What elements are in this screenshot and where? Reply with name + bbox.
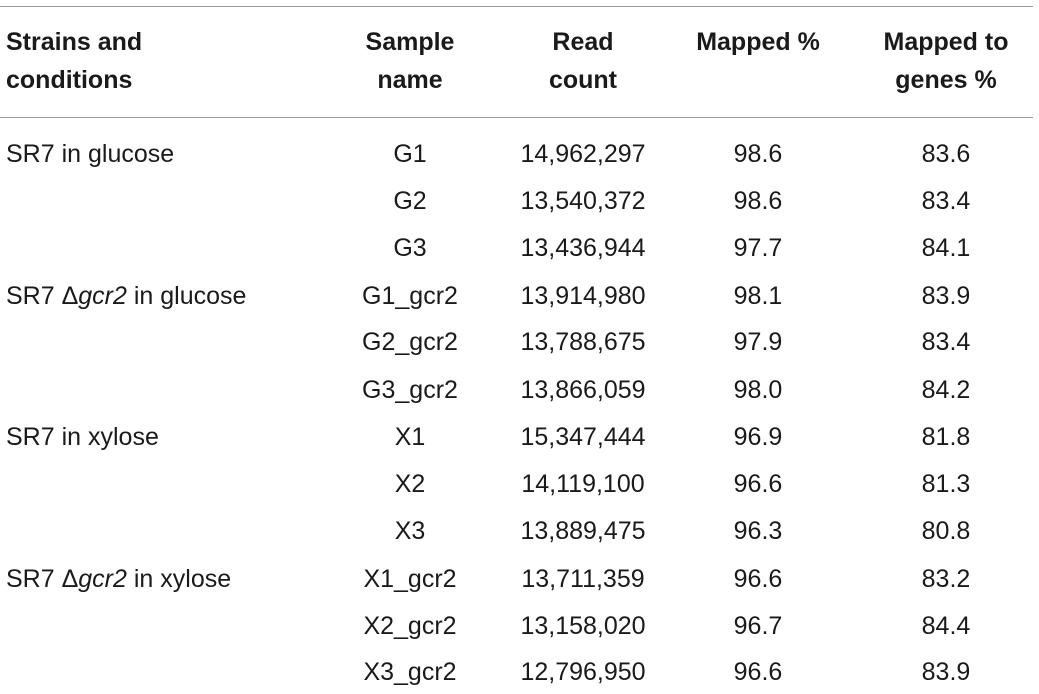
mapped-genes-percent-cell: 81.3 [921, 470, 971, 498]
read-count-cell: 13,889,475 [520, 517, 646, 545]
group-label-suffix: in glucose [126, 282, 247, 310]
mapped-genes-percent-cell: 84.1 [921, 234, 971, 262]
group-label-text: SR7 in xylose [6, 423, 159, 451]
gene-name: gcr2 [78, 565, 127, 593]
header-line: Mapped % [696, 28, 820, 56]
mapped-genes-percent-cell: 80.8 [921, 517, 971, 545]
header-mapped-percent: Mapped % [675, 23, 841, 61]
header-sample-name: Sample name [332, 23, 488, 99]
sample-name-cell: G2 [393, 187, 427, 215]
header-strains-conditions: Strains and conditions [6, 23, 142, 99]
read-count-cell: 15,347,444 [520, 423, 646, 451]
group-label-text: SR7 Δ [6, 565, 79, 593]
header-read-count: Read count [493, 23, 673, 99]
read-count-cell: 12,796,950 [520, 658, 646, 686]
mapped-genes-percent-cell: 83.4 [921, 187, 971, 215]
header-line: conditions [6, 66, 133, 94]
mapped-genes-percent-cell: 84.2 [921, 376, 971, 404]
header-line: genes % [895, 66, 997, 94]
table-top-rule [0, 6, 1033, 7]
sample-name-cell: G3_gcr2 [362, 376, 458, 404]
group-label-suffix: in xylose [126, 565, 232, 593]
read-count-cell: 13,436,944 [520, 234, 646, 262]
gene-name: gcr2 [78, 282, 127, 310]
mapped-percent-cell: 96.6 [733, 470, 783, 498]
mapped-percent-cell: 98.6 [733, 140, 783, 168]
group-label: SR7 in glucose [6, 139, 174, 169]
read-count-cell: 13,788,675 [520, 328, 646, 356]
mapped-percent-cell: 96.6 [733, 658, 783, 686]
group-label: SR7 in xylose [6, 422, 159, 452]
mapped-genes-percent-cell: 83.4 [921, 328, 971, 356]
mapped-percent-cell: 96.3 [733, 517, 783, 545]
read-count-cell: 13,158,020 [520, 612, 646, 640]
mapped-genes-percent-cell: 83.9 [921, 658, 971, 686]
mapped-genes-percent-cell: 83.6 [921, 140, 971, 168]
group-label-text: SR7 Δ [6, 282, 79, 310]
mapped-genes-percent-cell: 81.8 [921, 423, 971, 451]
group-label-text: SR7 in glucose [6, 140, 175, 168]
sample-name-cell: X2_gcr2 [363, 612, 457, 640]
mapped-percent-cell: 96.7 [733, 612, 783, 640]
header-line: name [377, 66, 443, 94]
mapped-genes-percent-cell: 84.4 [921, 612, 971, 640]
sample-name-cell: G1_gcr2 [362, 282, 458, 310]
mapped-percent-cell: 98.1 [733, 282, 783, 310]
group-label: SR7 Δgcr2 in xylose [6, 564, 231, 594]
group-label: SR7 Δgcr2 in glucose [6, 281, 246, 311]
mapped-percent-cell: 97.7 [733, 234, 783, 262]
header-line: Sample [365, 28, 455, 56]
sample-name-cell: X2 [394, 470, 426, 498]
read-count-cell: 13,540,372 [520, 187, 646, 215]
sample-name-cell: G3 [393, 234, 427, 262]
mapped-percent-cell: 98.6 [733, 187, 783, 215]
read-count-cell: 14,962,297 [520, 140, 646, 168]
header-line: Read [552, 28, 614, 56]
header-line: count [548, 66, 618, 94]
sample-name-cell: X3_gcr2 [363, 658, 457, 686]
header-line: Mapped to [883, 28, 1009, 56]
mapped-percent-cell: 98.0 [733, 376, 783, 404]
mapped-percent-cell: 96.6 [733, 565, 783, 593]
mapped-percent-cell: 96.9 [733, 423, 783, 451]
sample-name-cell: X3 [394, 517, 426, 545]
table-header-rule [0, 117, 1033, 118]
read-count-cell: 13,914,980 [520, 282, 646, 310]
read-count-cell: 13,866,059 [520, 376, 646, 404]
sample-name-cell: G2_gcr2 [362, 328, 458, 356]
mapped-genes-percent-cell: 83.2 [921, 565, 971, 593]
read-count-cell: 13,711,359 [521, 565, 645, 593]
sample-name-cell: X1 [394, 423, 426, 451]
header-mapped-to-genes-percent: Mapped to genes % [861, 23, 1031, 99]
mapped-genes-percent-cell: 83.9 [921, 282, 971, 310]
sample-name-cell: X1_gcr2 [363, 565, 457, 593]
read-count-cell: 14,119,100 [521, 470, 645, 498]
header-line: Strains and [6, 28, 143, 56]
mapped-percent-cell: 97.9 [733, 328, 783, 356]
sample-name-cell: G1 [393, 140, 427, 168]
